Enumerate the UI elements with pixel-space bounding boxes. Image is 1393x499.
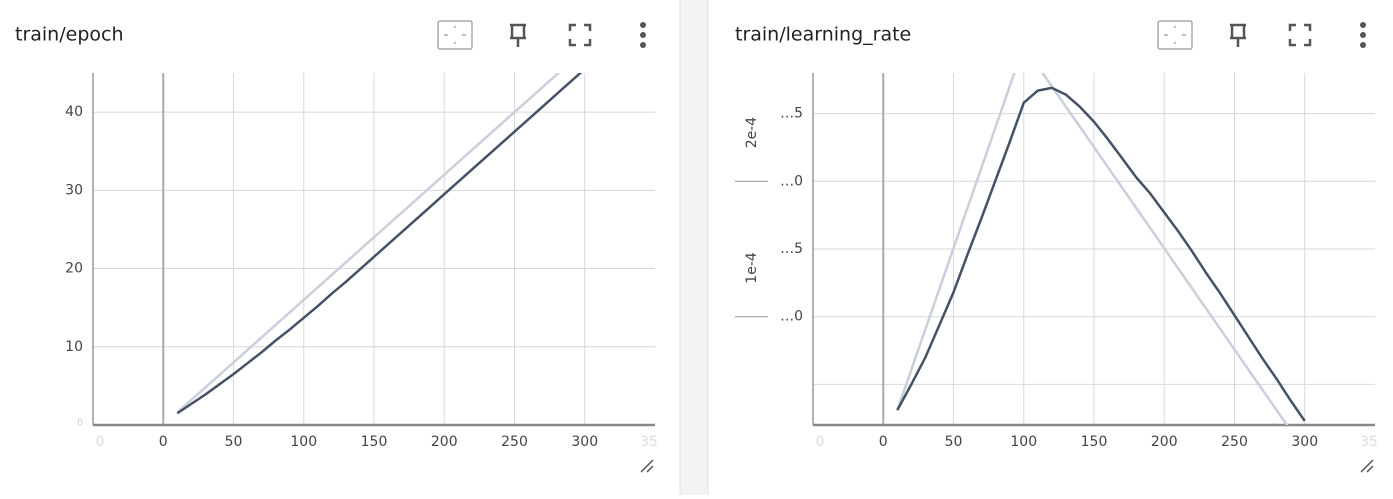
series-line	[176, 73, 583, 415]
y-tick-label: 0	[77, 419, 83, 429]
x-tick-label: 0	[159, 434, 168, 450]
x-tick-label: 0	[816, 434, 825, 450]
x-tick-label: 250	[1221, 434, 1248, 450]
x-tick-label: 35	[1360, 434, 1378, 450]
x-tick-label: 150	[361, 434, 388, 450]
x-tick-label: 0	[879, 434, 888, 450]
x-tick-label: 200	[1151, 434, 1178, 450]
x-tick-label: 100	[290, 434, 317, 450]
pin-button[interactable]	[510, 23, 526, 47]
x-tick-label: 150	[1081, 434, 1108, 450]
card-toolbar	[437, 20, 654, 473]
x-tick-label: 200	[431, 434, 458, 450]
y-tick-prefix: 1e-4	[744, 252, 760, 284]
series-line	[896, 86, 1306, 422]
x-tick-label: 50	[945, 434, 963, 450]
series-line	[896, 73, 1289, 425]
more-button[interactable]	[640, 22, 646, 48]
x-tick-label: 300	[571, 434, 598, 450]
card-toolbar	[1157, 20, 1374, 473]
y-tick-prefix: 2e-4	[744, 117, 760, 149]
x-tick-label: 0	[96, 434, 105, 450]
y-tick-label: 40	[65, 104, 83, 120]
card-title: train/epoch	[15, 24, 124, 46]
y-tick-label: 30	[65, 182, 83, 198]
pin-button[interactable]	[1230, 23, 1246, 47]
x-tick-label: 35	[640, 434, 658, 450]
y-tick-label: 10	[65, 339, 83, 355]
more-button[interactable]	[1360, 22, 1366, 48]
x-tick-label: 300	[1291, 434, 1318, 450]
y-tick-label: …0	[780, 173, 803, 189]
x-tick-label: 50	[225, 434, 243, 450]
card-title: train/learning_rate	[735, 24, 911, 46]
x-tick-label: 250	[501, 434, 528, 450]
x-tick-label: 100	[1010, 434, 1037, 450]
y-tick-label: …5	[780, 106, 803, 122]
fit-domain-button[interactable]	[1157, 20, 1193, 50]
y-tick-label: …0	[780, 309, 803, 325]
y-tick-label: …5	[780, 241, 803, 257]
series-line	[176, 73, 561, 414]
fullscreen-button[interactable]	[1288, 23, 1312, 47]
fit-domain-button[interactable]	[437, 20, 473, 50]
resize-handle[interactable]	[1360, 459, 1374, 473]
y-tick-label: 20	[65, 261, 83, 277]
resize-handle[interactable]	[640, 459, 654, 473]
fullscreen-button[interactable]	[568, 23, 592, 47]
card-divider	[680, 0, 708, 495]
